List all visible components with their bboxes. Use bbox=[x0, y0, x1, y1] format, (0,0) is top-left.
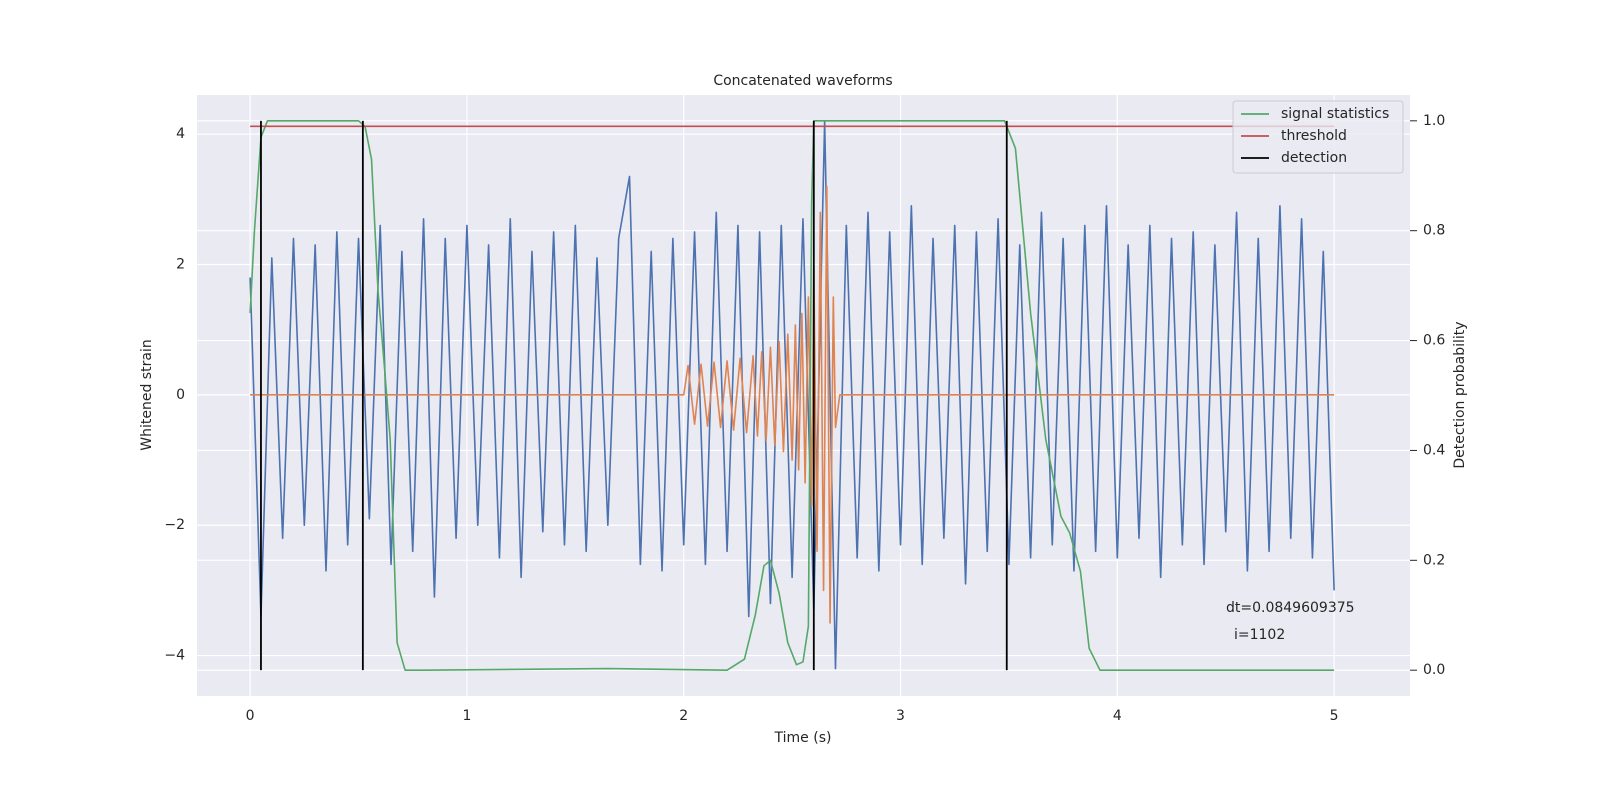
y2-tick-label: 1.0 bbox=[1423, 113, 1445, 129]
legend: signal statistics threshold detection bbox=[1232, 100, 1404, 174]
series-line bbox=[250, 185, 1335, 624]
x-tick-label: 1 bbox=[462, 708, 471, 724]
y2-tick-label: 0.6 bbox=[1423, 333, 1445, 349]
x-tick-label: 5 bbox=[1330, 708, 1339, 724]
x-tick-label: 2 bbox=[679, 708, 688, 724]
annotation: i=1102 bbox=[1234, 627, 1285, 643]
y2-tick-label: 0.4 bbox=[1423, 442, 1445, 458]
plot-area bbox=[249, 120, 1335, 671]
series-line bbox=[249, 120, 1335, 671]
chart-title: Concatenated waveforms bbox=[713, 73, 892, 89]
x-tick-label: 4 bbox=[1113, 708, 1122, 724]
legend-label: detection bbox=[1281, 150, 1347, 166]
y-tick-label: 0 bbox=[176, 387, 185, 403]
y2-tick-label: 0.2 bbox=[1423, 552, 1445, 568]
y-tick-label: −4 bbox=[164, 648, 185, 664]
x-axis-label: Time (s) bbox=[774, 730, 832, 746]
x-tick-label: 0 bbox=[246, 708, 255, 724]
x-tick-label: 3 bbox=[896, 708, 905, 724]
series-line bbox=[249, 120, 1335, 670]
y2-tick-label: 0.8 bbox=[1423, 223, 1445, 239]
legend-label: threshold bbox=[1281, 128, 1347, 144]
legend-label: signal statistics bbox=[1281, 106, 1389, 122]
annotation: dt=0.0849609375 bbox=[1226, 600, 1355, 616]
y-tick-label: 4 bbox=[176, 126, 185, 142]
y-tick-label: 2 bbox=[176, 256, 185, 272]
y-axis-label: Whitened strain bbox=[139, 339, 155, 450]
y-tick-label: −2 bbox=[164, 517, 185, 533]
legend-box bbox=[1232, 100, 1404, 174]
y2-tick-label: 0.0 bbox=[1423, 662, 1445, 678]
y2-axis-label: Detection probability bbox=[1452, 321, 1468, 468]
